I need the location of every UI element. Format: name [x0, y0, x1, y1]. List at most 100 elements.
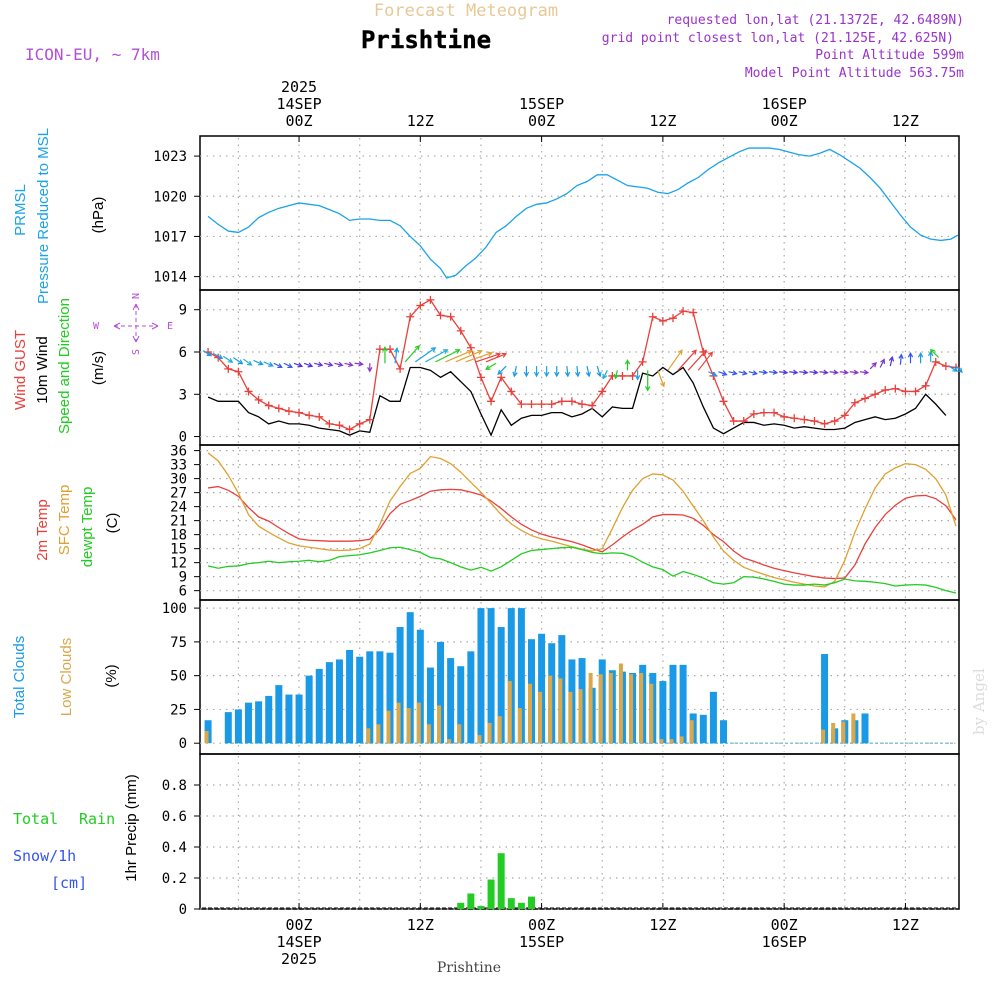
- wind-direction-arrow: [839, 371, 848, 374]
- wind-arrow-head: [928, 350, 934, 357]
- cloud-labels: Total Clouds Low Clouds (%): [11, 636, 120, 719]
- bottom-time-label: 12Z: [407, 916, 434, 934]
- wind-arrow-head: [813, 369, 819, 375]
- footer-location: Prishtine: [437, 960, 501, 976]
- total-cloud-bar: [346, 649, 354, 744]
- total-cloud-bar: [447, 658, 455, 744]
- wind-arrow-head: [533, 371, 540, 378]
- rain-bar: [497, 853, 505, 909]
- top-time-label: 15SEP: [519, 95, 564, 113]
- gust-marker: [295, 408, 304, 417]
- wind-direction-arrow: [869, 362, 877, 370]
- low-cloud-bar: [366, 728, 371, 744]
- gust-marker: [780, 412, 789, 421]
- wind-arrow-head: [732, 370, 738, 376]
- wind-arrow-head: [512, 371, 518, 378]
- precip-label-snow: Snow/1h: [13, 847, 76, 865]
- bottom-time-label: 00Z: [771, 916, 798, 934]
- total-cloud-bar: [335, 659, 343, 744]
- wind-direction-arrow: [404, 345, 420, 363]
- temp-dewpt-line: [207, 546, 957, 594]
- precip-label-unit: [cm]: [51, 874, 87, 892]
- temp-label-unit: (C): [104, 513, 121, 534]
- low-cloud-bar: [669, 739, 674, 744]
- wind-direction-arrow: [596, 365, 601, 377]
- low-cloud-bar: [497, 716, 502, 744]
- gust-marker: [800, 415, 809, 424]
- gust-marker: [386, 345, 395, 354]
- wind-arrow-head: [634, 375, 641, 381]
- wind-direction-arrow: [799, 371, 808, 374]
- low-cloud-bar: [851, 713, 856, 744]
- wind-direction-arrow: [889, 356, 893, 367]
- wind-ytick-label: 6: [179, 345, 187, 361]
- pressure-labels: PRMSL Pressure Reduced to MSL (hPa): [12, 128, 107, 304]
- total-cloud-bar: [305, 675, 313, 744]
- wind-arrow-head: [501, 352, 508, 358]
- rain-bar: [527, 896, 535, 909]
- temperature-ytick-label: 27: [170, 486, 187, 502]
- clouds-ytick-label: 100: [162, 601, 187, 617]
- precipitation-ytick-label: 0: [179, 902, 187, 918]
- wind-arrow-head: [523, 371, 530, 378]
- temp-label-sfc: SFC Temp: [56, 485, 73, 556]
- low-cloud-bar: [659, 739, 664, 744]
- gust-marker: [305, 411, 314, 420]
- wind-direction-arrow: [394, 348, 398, 364]
- precip-label-total: Total: [13, 810, 58, 828]
- compass-n: N: [131, 293, 142, 299]
- total-cloud-bar: [285, 694, 293, 744]
- total-cloud-bar: [487, 608, 495, 744]
- gust-marker: [244, 387, 253, 396]
- clouds-ytick-label: 75: [170, 635, 187, 651]
- pressure-ytick-label: 1020: [153, 189, 187, 205]
- bottom-time-label: 15SEP: [519, 933, 564, 951]
- gust-marker: [456, 326, 465, 335]
- gust-marker: [567, 397, 576, 406]
- precip-axis-label: 1hr Precip (mm): [123, 774, 140, 882]
- wind-arrow-head: [564, 371, 571, 378]
- compass-e: E: [167, 321, 173, 332]
- wind-direction-arrow: [344, 362, 353, 366]
- low-cloud-bar: [426, 724, 431, 744]
- total-cloud-bar: [416, 629, 424, 744]
- temperature-ytick-label: 30: [170, 472, 187, 488]
- low-cloud-bar: [679, 736, 684, 744]
- location-title: Prishtine: [361, 26, 491, 54]
- wind-direction-arrow: [445, 350, 472, 363]
- wind-arrow-head: [602, 373, 608, 380]
- gust-marker: [335, 421, 344, 430]
- temperature-ytick-label: 36: [170, 444, 187, 460]
- temp-sfc-line: [207, 452, 957, 588]
- wind-direction-arrow: [435, 349, 460, 363]
- clouds-ytick-label: 25: [170, 702, 187, 718]
- temp-2m-line: [207, 485, 957, 580]
- total-cloud-bar: [356, 656, 364, 744]
- low-cloud-bar: [376, 724, 381, 744]
- top-time-label: 16SEP: [762, 95, 807, 113]
- gust-marker: [284, 407, 293, 416]
- wind-direction-arrow: [829, 371, 838, 374]
- low-cloud-bar: [689, 720, 694, 744]
- gust-marker: [274, 404, 283, 413]
- total-cloud-bar: [437, 641, 445, 744]
- wind-direction-arrow: [718, 371, 727, 376]
- low-cloud-bar: [841, 721, 846, 744]
- wind-direction-arrow: [738, 371, 747, 375]
- cloud-label-total: Total Clouds: [11, 636, 28, 719]
- wind-arrow-head: [477, 349, 483, 355]
- wind-arrow-head: [596, 371, 602, 378]
- wind-arrow-head: [217, 354, 224, 360]
- model-label: ICON-EU, ~ 7km: [25, 45, 160, 64]
- wind-arrow-head: [802, 369, 809, 375]
- total-cloud-bar: [245, 702, 253, 744]
- wind-arrow-head: [762, 369, 769, 375]
- total-cloud-bar: [709, 691, 717, 744]
- wind-arrow-head: [701, 349, 707, 355]
- wind-label-speed-dir: Speed and Direction: [56, 298, 73, 434]
- gust-marker: [638, 357, 647, 366]
- wind-10m-line: [207, 366, 947, 437]
- wind-arrow-head: [792, 369, 799, 375]
- wind-arrow-head: [237, 359, 244, 365]
- low-cloud-bar: [406, 708, 411, 744]
